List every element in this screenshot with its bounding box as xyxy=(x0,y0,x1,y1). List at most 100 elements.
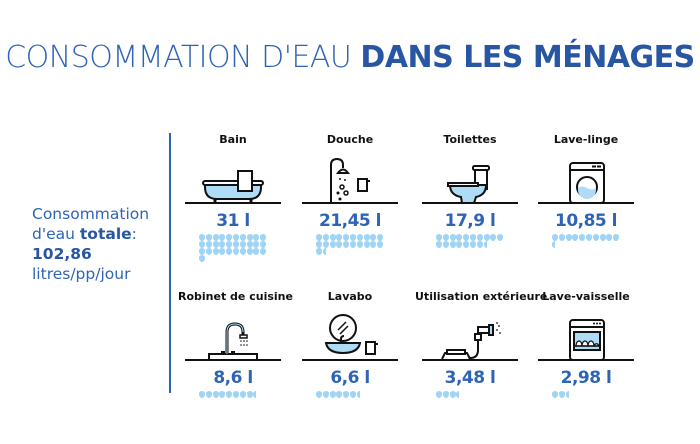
page-title: CONSOMMATION D'EAU DANS LES MÉNAGES xyxy=(0,40,700,75)
water-drop-icon xyxy=(199,248,205,255)
water-drop-icon xyxy=(253,234,260,241)
water-drop-icon xyxy=(199,391,205,398)
drop-grid xyxy=(199,391,267,398)
item-lave-vaisselle: Lave-vaisselle 2,98 l xyxy=(531,290,641,398)
total-line2b: totale xyxy=(79,225,132,243)
water-drop-icon xyxy=(226,241,233,248)
water-drop-icon xyxy=(322,391,329,398)
water-drop-icon xyxy=(476,241,483,248)
item-value: 21,45 l xyxy=(318,211,382,231)
item-value: 8,6 l xyxy=(213,368,253,388)
partial-water-drop-icon xyxy=(565,391,569,398)
partial-water-drop-icon xyxy=(456,391,460,398)
water-drop-icon xyxy=(436,241,442,248)
water-drop-icon xyxy=(246,391,253,398)
water-drop-icon xyxy=(449,391,456,398)
water-drop-icon xyxy=(226,234,233,241)
water-drop-icon xyxy=(436,391,442,398)
water-drop-icon xyxy=(469,241,476,248)
water-drop-icon xyxy=(463,241,470,248)
toilet-icon xyxy=(415,155,525,207)
water-drop-icon xyxy=(356,234,363,241)
water-drop-icon xyxy=(442,391,449,398)
bathtub-icon xyxy=(178,155,288,207)
item-value: 31 l xyxy=(216,211,250,231)
water-drop-icon xyxy=(370,241,377,248)
drop-grid xyxy=(436,391,504,398)
item-label: Douche xyxy=(326,133,374,146)
water-drop-icon xyxy=(552,234,558,241)
water-drop-icon xyxy=(322,234,329,241)
title-bold: DANS LES MÉNAGES xyxy=(360,40,695,75)
water-drop-icon xyxy=(260,241,267,248)
item-value: 17,9 l xyxy=(444,211,496,231)
drop-grid xyxy=(316,391,384,398)
washbasin-icon xyxy=(295,312,405,364)
title-light: CONSOMMATION D'EAU xyxy=(5,40,361,75)
drop-grid xyxy=(199,234,267,262)
water-drop-icon xyxy=(205,248,212,255)
item-label: Lave-vaisselle xyxy=(542,290,630,303)
item-value: 2,98 l xyxy=(560,368,612,388)
water-drop-icon xyxy=(476,234,483,241)
water-drop-icon xyxy=(232,241,239,248)
water-drop-icon xyxy=(592,234,599,241)
water-drop-icon xyxy=(449,241,456,248)
water-drop-icon xyxy=(456,234,463,241)
item-label: Toilettes xyxy=(443,133,497,146)
item-lavabo: Lavabo 6,6 l xyxy=(295,290,405,398)
water-drop-icon xyxy=(349,391,356,398)
water-drop-icon xyxy=(565,234,572,241)
water-drop-icon xyxy=(239,391,246,398)
item-label: Utilisation extérieure xyxy=(415,290,548,303)
water-drop-icon xyxy=(322,241,329,248)
total-line2a: d'eau xyxy=(32,225,80,243)
water-drop-icon xyxy=(599,234,606,241)
water-drop-icon xyxy=(442,241,449,248)
drop-grid xyxy=(316,234,384,255)
water-drop-icon xyxy=(212,248,219,255)
water-drop-icon xyxy=(253,241,260,248)
water-drop-icon xyxy=(205,391,212,398)
water-drop-icon xyxy=(212,241,219,248)
dishwasher-icon xyxy=(531,312,641,364)
water-drop-icon xyxy=(232,234,239,241)
water-drop-icon xyxy=(329,234,336,241)
partial-water-drop-icon xyxy=(552,241,555,248)
water-drop-icon xyxy=(232,248,239,255)
water-drop-icon xyxy=(260,248,267,255)
water-drop-icon xyxy=(343,391,350,398)
water-drop-icon xyxy=(316,234,322,241)
partial-water-drop-icon xyxy=(253,391,257,398)
water-drop-icon xyxy=(558,234,565,241)
total-consumption: Consommation d'eau totale: 102,86 litres… xyxy=(32,204,149,284)
water-drop-icon xyxy=(239,234,246,241)
kitchen-faucet-icon xyxy=(178,312,288,364)
partial-water-drop-icon xyxy=(483,241,487,248)
washing-machine-icon xyxy=(531,155,641,207)
water-drop-icon xyxy=(558,391,565,398)
water-drop-icon xyxy=(260,234,267,241)
total-value: 102,86 xyxy=(32,245,92,263)
item-value: 10,85 l xyxy=(554,211,618,231)
water-drop-icon xyxy=(463,234,470,241)
water-drop-icon xyxy=(199,255,205,262)
item-label: Lavabo xyxy=(327,290,373,303)
item-bain: Bain 31 l xyxy=(178,133,288,262)
water-drop-icon xyxy=(219,391,226,398)
water-drop-icon xyxy=(329,391,336,398)
item-douche: Douche 21,45 l xyxy=(295,133,405,255)
water-drop-icon xyxy=(316,248,322,255)
water-drop-icon xyxy=(253,248,260,255)
total-line2c: : xyxy=(131,225,137,243)
water-drop-icon xyxy=(349,241,356,248)
item-toilettes: Toilettes 17,9 l xyxy=(415,133,525,248)
water-drop-icon xyxy=(316,391,322,398)
item-robinet-de-cuisine: Robinet de cuisine 8,6 l xyxy=(178,290,293,398)
item-label: Robinet de cuisine xyxy=(178,290,293,303)
total-unit: litres/pp/jour xyxy=(32,265,131,283)
partial-water-drop-icon xyxy=(356,391,360,398)
water-drop-icon xyxy=(316,241,322,248)
water-drop-icon xyxy=(363,234,370,241)
water-drop-icon xyxy=(377,234,384,241)
